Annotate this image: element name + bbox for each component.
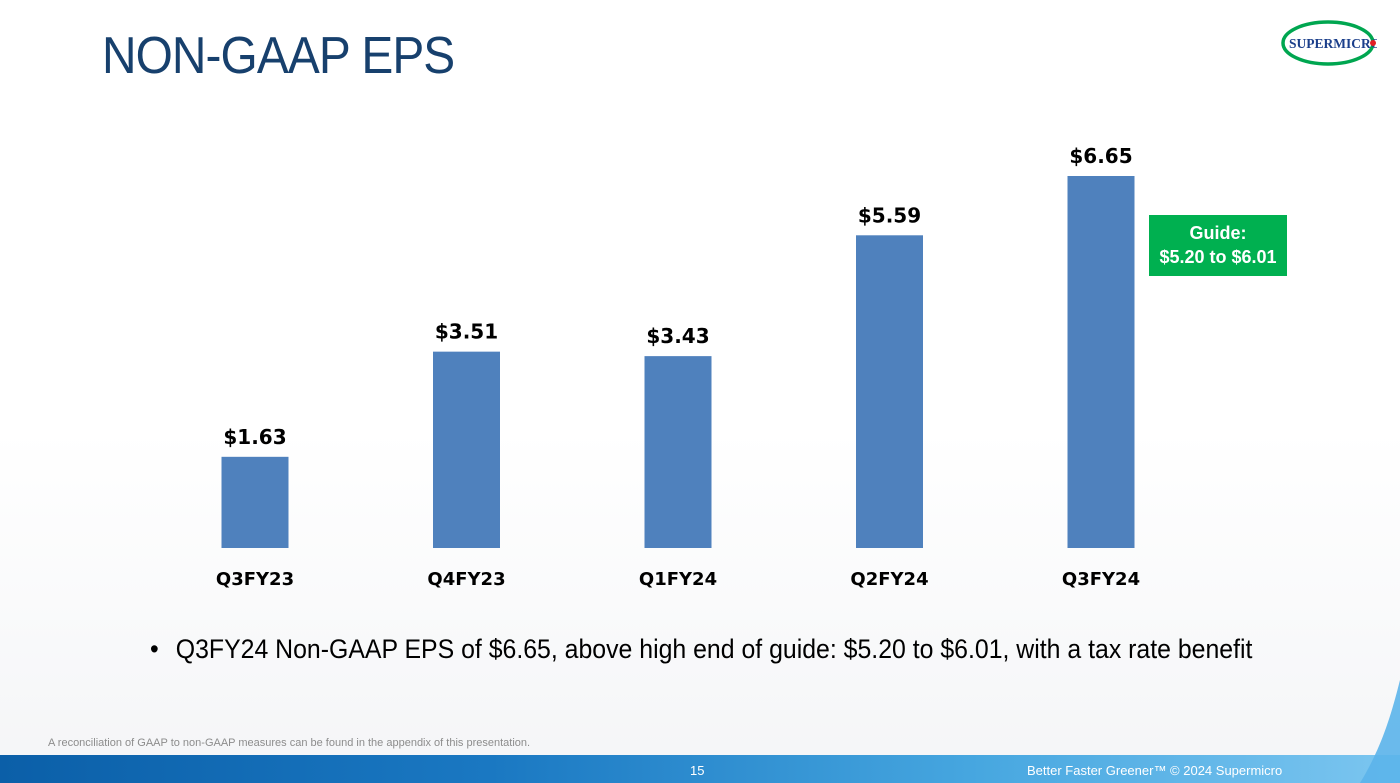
bar-q4fy23 xyxy=(433,351,500,548)
summary-bullet: • Q3FY24 Non-GAAP EPS of $6.65, above hig… xyxy=(150,634,1252,665)
category-label-q4fy23: Q4FY23 xyxy=(427,569,505,590)
guide-callout: Guide: $5.20 to $6.01 xyxy=(1149,215,1287,276)
guide-line-1: Guide: xyxy=(1189,223,1247,243)
data-label-q3fy24: $6.65 xyxy=(1069,144,1132,168)
labels-layer: $1.63 Q3FY23 $3.51 Q4FY23 $3.43 Q1FY24 $5.59 Q2… xyxy=(216,144,1140,590)
footer-swoosh xyxy=(1360,680,1400,783)
bars-layer xyxy=(221,176,1135,548)
category-label-q1fy24: Q1FY24 xyxy=(639,569,717,590)
category-label-q3fy23: Q3FY23 xyxy=(216,569,294,590)
footer-tagline: Better Faster Greener™ © 2024 Supermicro xyxy=(1027,763,1283,778)
data-label-q1fy24: $3.43 xyxy=(646,324,709,348)
data-label-q2fy24: $5.59 xyxy=(858,203,921,227)
data-label-q4fy23: $3.51 xyxy=(435,320,498,344)
footnote: A reconciliation of GAAP to non-GAAP mea… xyxy=(48,737,531,749)
bar-q1fy24 xyxy=(644,356,712,548)
guide-line-2: $5.20 to $6.01 xyxy=(1159,247,1277,267)
page-title: NON-GAAP EPS xyxy=(102,27,455,85)
bar-q2fy24 xyxy=(856,235,923,548)
supermicro-logo: SUPERMICRO xyxy=(1281,20,1377,66)
bullet-icon: • xyxy=(150,634,159,664)
footer-band xyxy=(0,755,1400,783)
bar-q3fy23 xyxy=(221,456,289,548)
category-label-q2fy24: Q2FY24 xyxy=(850,569,928,590)
category-label-q3fy24: Q3FY24 xyxy=(1062,569,1140,590)
logo-text: SUPERMICRO xyxy=(1289,36,1377,51)
bar-q3fy24 xyxy=(1067,176,1135,548)
data-label-q3fy23: $1.63 xyxy=(223,425,286,449)
page-number: 15 xyxy=(690,763,705,778)
bullet-text: Q3FY24 Non-GAAP EPS of $6.65, above high… xyxy=(175,634,1253,664)
